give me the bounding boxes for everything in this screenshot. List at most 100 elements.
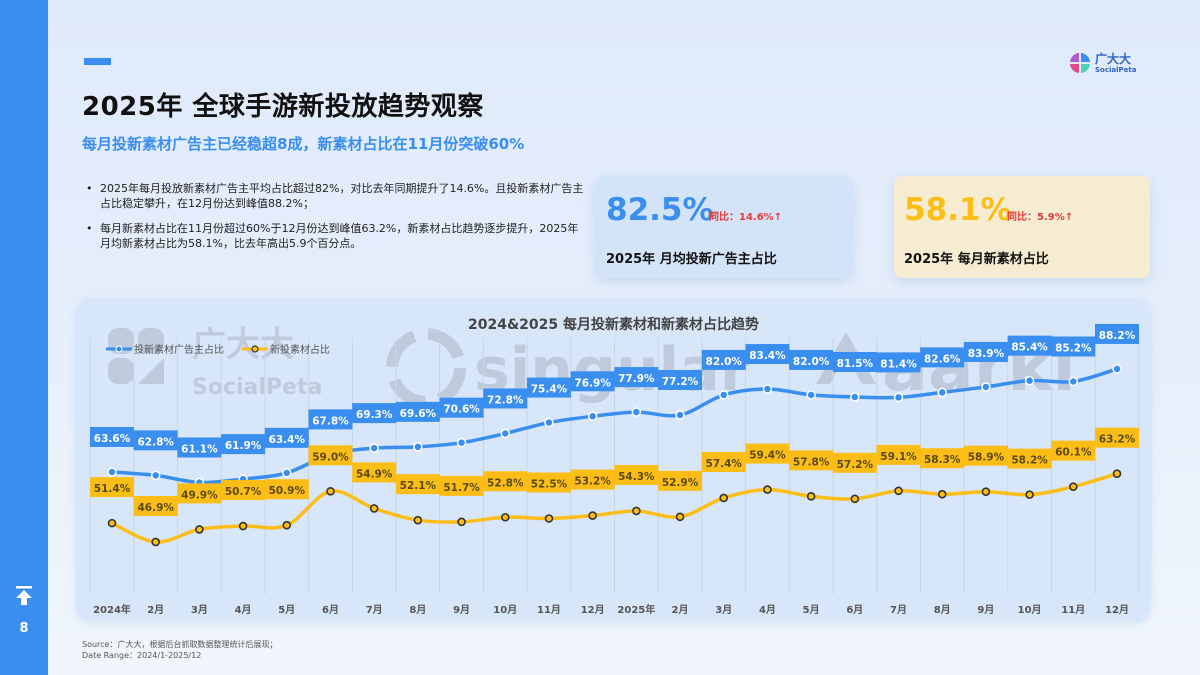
legend-item-advertiser: 投新素材广告主占比 bbox=[106, 341, 224, 356]
data-point bbox=[894, 486, 903, 496]
data-label: 77.9% bbox=[618, 373, 655, 385]
data-label: 57.4% bbox=[706, 458, 743, 470]
scroll-to-top-icon[interactable] bbox=[14, 585, 34, 607]
source-note: Source：广大大，根据后台抓取数据整理统计后展现； Date Range：2… bbox=[82, 639, 277, 661]
data-label: 49.9% bbox=[181, 489, 218, 501]
data-label: 69.6% bbox=[400, 408, 437, 420]
legend-label: 投新素材广告主占比 bbox=[134, 345, 224, 356]
data-label: 85.2% bbox=[1055, 342, 1092, 354]
kpi-yoy: 同比：14.6%↑ bbox=[709, 212, 783, 223]
data-point bbox=[500, 512, 510, 522]
data-label: 82.6% bbox=[924, 353, 961, 365]
x-tick-label: 9月 bbox=[977, 604, 994, 616]
data-label: 58.3% bbox=[924, 454, 961, 466]
x-tick-label: 2月 bbox=[672, 604, 689, 616]
kpi-yoy: 同比：5.9%↑ bbox=[1007, 212, 1074, 223]
data-point bbox=[544, 417, 554, 428]
legend-item-creative: 新投素材占比 bbox=[242, 341, 330, 356]
data-label: 51.4% bbox=[94, 483, 131, 495]
data-point bbox=[981, 382, 991, 392]
series-new-creative-ratio: 51.4% 46.9% 49.9% 50.7% 50.9% 59.0% 54.9% 52.1%… bbox=[90, 427, 1139, 547]
data-point bbox=[588, 511, 597, 520]
data-point bbox=[1112, 469, 1122, 478]
data-point bbox=[850, 392, 860, 402]
legend-label: 新投素材占比 bbox=[270, 345, 330, 356]
kpi-label: 2025年 月均投新广告主占比 bbox=[606, 252, 777, 267]
x-tick-label: 5月 bbox=[803, 604, 820, 616]
data-point bbox=[1112, 364, 1122, 374]
chart-title: 2024&2025 每月投新素材和新素材占比趋势 bbox=[467, 317, 759, 333]
data-label: 46.9% bbox=[137, 502, 174, 514]
x-tick-label: 2025年 bbox=[617, 603, 655, 616]
page-subtitle: 每月投新素材广告主已经稳超8成，新素材占比在11月份突破60% bbox=[82, 135, 525, 153]
date-range-text: Date Range：2024/1-2025/12 bbox=[82, 651, 202, 660]
data-point bbox=[151, 537, 160, 547]
x-tick-label: 4月 bbox=[235, 604, 252, 616]
x-tick-label: 7月 bbox=[366, 604, 383, 616]
data-point bbox=[413, 442, 423, 452]
x-tick-label: 5月 bbox=[278, 604, 295, 616]
x-tick-label: 2024年 bbox=[93, 603, 131, 616]
page-number: 8 bbox=[19, 621, 29, 636]
source-text: Source：广大大，根据后台抓取数据整理统计后展现； bbox=[82, 640, 278, 649]
x-tick-label: 8月 bbox=[934, 604, 951, 616]
data-label: 52.1% bbox=[400, 480, 437, 492]
data-label: 83.4% bbox=[749, 350, 786, 362]
x-tick-label: 3月 bbox=[715, 604, 732, 616]
bullet-item: 每月新素材占比在11月份超过60%于12月份达到峰值63.2%，新素材占比趋势逐… bbox=[86, 221, 586, 251]
logo-en-text: SocialPeta bbox=[1095, 65, 1137, 74]
svg-text:SocialPeta: SocialPeta bbox=[192, 375, 322, 400]
data-point bbox=[369, 504, 379, 513]
page-title: 2025年 全球手游新投放趋势观察 bbox=[82, 92, 484, 122]
data-label: 59.4% bbox=[749, 450, 786, 462]
svg-text:广大大: 广大大 bbox=[192, 325, 294, 365]
data-point bbox=[763, 485, 772, 494]
title-accent-bar bbox=[84, 58, 111, 65]
data-point bbox=[238, 521, 248, 531]
data-label: 83.9% bbox=[968, 348, 1005, 360]
data-label: 63.6% bbox=[94, 433, 131, 445]
x-tick-label: 8月 bbox=[409, 604, 426, 616]
kpi-card-advertiser-ratio: 82.5% 同比：14.6%↑ 2025年 月均投新广告主占比 bbox=[596, 176, 852, 278]
data-label: 88.2% bbox=[1099, 330, 1136, 342]
x-tick-label: 4月 bbox=[759, 604, 776, 616]
data-label: 57.8% bbox=[793, 456, 830, 468]
summary-bullets: 2025年每月投放新素材广告主平均占比超过82%，对比去年同期提升了14.6%。… bbox=[86, 181, 586, 261]
data-point bbox=[719, 493, 729, 503]
data-label: 70.6% bbox=[443, 404, 480, 416]
x-tick-label: 12月 bbox=[1105, 604, 1129, 616]
series-advertiser-ratio: 63.6% 62.8% 61.1% 61.9% 63.4% 67.8% 69.3% 69.6%… bbox=[90, 323, 1139, 488]
x-tick-label: 9月 bbox=[453, 604, 470, 616]
data-label: 60.1% bbox=[1055, 447, 1092, 459]
data-point bbox=[806, 492, 816, 501]
data-label: 81.4% bbox=[880, 358, 917, 370]
data-label: 82.0% bbox=[706, 356, 743, 368]
data-label: 62.8% bbox=[137, 436, 174, 448]
data-point bbox=[369, 443, 379, 453]
data-label: 61.9% bbox=[225, 440, 262, 452]
logo-cn-text: 广大大 bbox=[1095, 51, 1132, 66]
bullet-item: 2025年每月投放新素材广告主平均占比超过82%，对比去年同期提升了14.6%。… bbox=[86, 181, 586, 211]
data-point bbox=[1024, 375, 1035, 386]
data-point bbox=[850, 494, 860, 504]
logo-icon bbox=[1070, 53, 1090, 73]
kpi-label: 2025年 每月新素材占比 bbox=[904, 252, 1049, 267]
x-tick-label: 6月 bbox=[846, 604, 863, 616]
data-point bbox=[456, 437, 467, 448]
x-tick-label: 11月 bbox=[537, 604, 561, 616]
socialpeta-logo: 广大大 SocialPeta bbox=[1069, 52, 1136, 74]
data-point bbox=[282, 468, 292, 478]
data-point bbox=[1069, 482, 1078, 491]
x-tick-label: 3月 bbox=[191, 604, 208, 616]
data-label: 75.4% bbox=[531, 384, 568, 396]
data-point bbox=[1025, 490, 1034, 499]
x-tick-label: 10月 bbox=[1018, 604, 1042, 616]
data-point bbox=[544, 514, 554, 523]
data-label: 69.3% bbox=[356, 409, 393, 421]
data-point bbox=[195, 525, 204, 534]
data-point bbox=[937, 387, 947, 398]
chart-legend: 投新素材广告主占比 新投素材占比 bbox=[106, 341, 330, 356]
x-tick-label: 6月 bbox=[322, 604, 339, 616]
data-label: 63.2% bbox=[1099, 434, 1136, 446]
